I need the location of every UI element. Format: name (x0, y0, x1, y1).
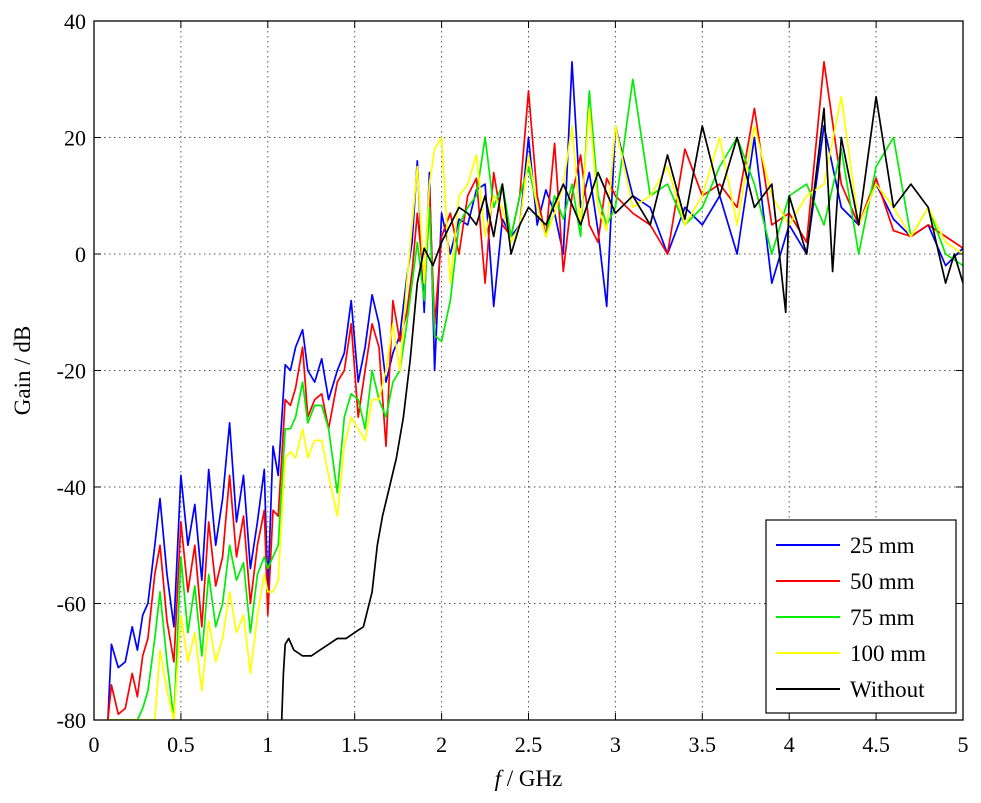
legend-entry: 75 mm (776, 605, 915, 630)
y-tick-label: 20 (64, 126, 86, 151)
tick-labels: 0 0.5 1 1.5 2 2.5 3 3.5 4 4.5 5 -80 -60 -40 -20 0 20 40 (57, 9, 969, 757)
y-tick-label: -40 (57, 475, 86, 500)
series-line-75-mm (107, 78, 963, 720)
legend-label: 50 mm (850, 569, 915, 594)
x-tick-label: 4.5 (862, 732, 890, 757)
legend: 25 mm 50 mm 75 mm 100 mm Without (765, 519, 957, 714)
x-axis-label-symbol: f (495, 766, 505, 791)
legend-entry: 50 mm (776, 569, 915, 594)
ticks (93, 20, 964, 721)
legend-entry: 25 mm (776, 533, 915, 558)
y-tick-label: -80 (57, 708, 86, 733)
x-axis-label: f / GHz (495, 766, 563, 791)
legend-label: 100 mm (850, 641, 926, 666)
x-tick-label: 2.5 (515, 732, 543, 757)
plot-area (107, 60, 963, 720)
x-tick-label: 3 (610, 732, 621, 757)
series-line-100-mm (107, 95, 963, 720)
x-axis-label-unit: / GHz (501, 766, 562, 791)
legend-entries: 25 mm 50 mm 75 mm 100 mm Without (776, 533, 926, 702)
legend-entry: Without (776, 677, 925, 702)
y-tick-label: 0 (75, 242, 86, 267)
y-tick-label: -60 (57, 592, 86, 617)
y-tick-label: 40 (64, 9, 86, 34)
x-tick-label: 1.5 (341, 732, 369, 757)
x-tick-label: 0.5 (167, 732, 195, 757)
x-tick-label: 2 (436, 732, 447, 757)
x-tick-label: 1 (262, 732, 273, 757)
series-line-without (280, 95, 963, 720)
legend-label: 25 mm (850, 533, 915, 558)
legend-label: Without (850, 677, 925, 702)
x-tick-label: 3.5 (689, 732, 717, 757)
x-tick-label: 0 (89, 732, 100, 757)
series-line-50-mm (107, 60, 963, 720)
y-axis-label: Gain / dB (10, 326, 35, 415)
legend-label: 75 mm (850, 605, 915, 630)
y-tick-label: -20 (57, 359, 86, 384)
legend-entry: 100 mm (776, 641, 926, 666)
x-tick-label: 4 (784, 732, 795, 757)
x-tick-label: 5 (958, 732, 969, 757)
